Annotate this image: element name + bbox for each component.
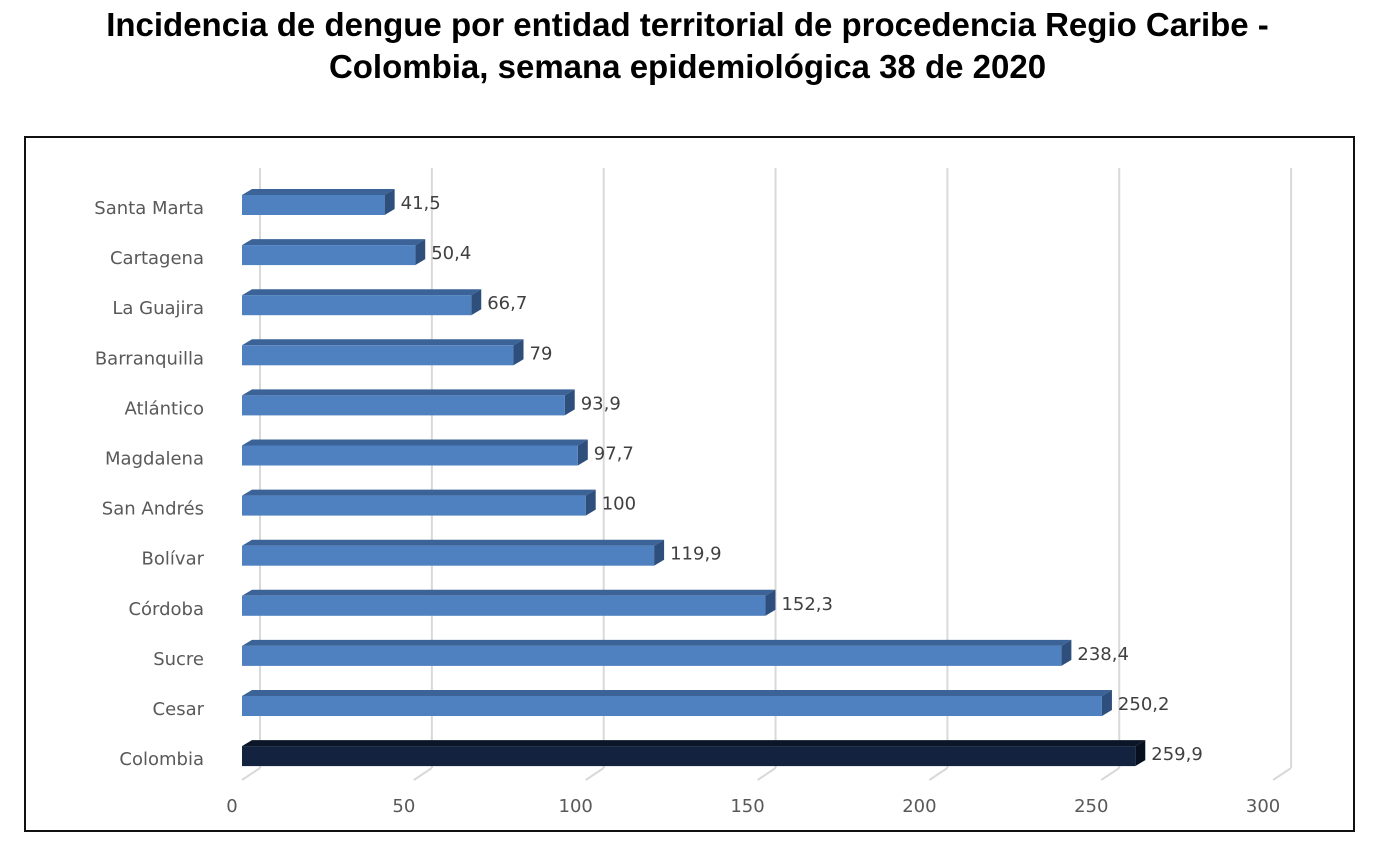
bar-front-face [242,295,472,316]
category-label: Atlántico [125,398,204,419]
bar [242,589,776,616]
category-label: Barranquilla [95,348,204,369]
category-label: Sucre [153,649,204,670]
axis-floor-tick [1100,767,1120,781]
axis-floor-tick [1272,767,1292,781]
category-label: San Andrés [102,499,204,520]
bar-front-face [242,245,416,266]
category-label: Córdoba [128,599,204,620]
bar-side-face [1135,740,1146,767]
chart-frame [24,136,1355,832]
bar-top-face [242,489,596,496]
bar-side-face [471,289,482,316]
value-label: 66,7 [487,293,527,314]
bar-front-face [242,195,385,215]
x-tick-label: 250 [1074,796,1108,817]
category-label: La Guajira [112,298,204,319]
axis-floor-tick [241,767,261,781]
bars [242,189,1146,767]
bar-front-face [242,395,565,416]
bar-top-face [242,740,1146,747]
bar [242,289,482,316]
bar [242,189,395,215]
bar-side-face [415,239,426,266]
chart-title: Incidencia de dengue por entidad territo… [0,4,1375,88]
chart-title-line-2: Colombia, semana epidemiológica 38 de 20… [328,48,1047,85]
bar-side-face [564,389,575,416]
bar-front-face [242,595,766,616]
value-label: 238,4 [1077,644,1129,665]
bar-front-face [242,645,1062,666]
value-label: 119,9 [670,544,722,565]
category-label: Cartagena [110,248,204,269]
bar-top-face [242,690,1112,696]
bar-side-face [654,539,665,566]
bar-top-face [242,539,665,546]
category-label: Bolívar [142,549,205,570]
bar-front-face [242,345,514,366]
value-label: 100 [602,494,636,515]
bar-front-face [242,746,1136,767]
value-label: 152,3 [781,594,833,615]
bar-side-face [765,589,776,616]
bar [242,690,1112,716]
x-tick-label: 0 [226,796,237,817]
category-label: Colombia [119,749,204,770]
chart-title-line-1: Incidencia de dengue por entidad territo… [106,6,1269,43]
category-label: Cesar [153,699,205,720]
value-label: 41,5 [401,193,441,214]
bar-top-face [242,189,395,195]
x-tick-label: 200 [902,796,936,817]
bar [242,539,665,566]
x-tick-label: 100 [559,796,593,817]
bar-top-face [242,339,524,346]
bar-front-face [242,445,578,466]
bar-top-face [242,239,426,246]
bar-top-face [242,289,482,296]
value-labels: 41,5 50,4 66,7 79 93,9 97,7 100 119,9 152,3 238,4… [401,193,1203,765]
category-labels: Santa Marta Cartagena La Guajira Barranquil… [94,198,204,770]
axis-floor-tick [413,767,433,781]
x-axis: 0 50 100 150 200 250 300 [226,767,1292,817]
bar [242,339,524,366]
x-tick-label: 50 [392,796,415,817]
bar-side-face [577,439,588,466]
value-label: 50,4 [431,243,471,264]
axis-floor-tick [928,767,948,781]
bar [242,740,1146,767]
axis-floor-tick [756,767,777,781]
bar [242,239,426,266]
bar-side-face [585,489,596,516]
bar-front-face [242,696,1102,716]
bar-top-face [242,389,575,396]
bar-front-face [242,545,655,566]
axis-floor-tick [585,767,605,781]
bar-front-face [242,495,586,516]
value-label: 97,7 [594,444,634,465]
bar-side-face [1061,639,1072,666]
bar [242,389,575,416]
bar-side-face [1101,690,1112,716]
value-label: 79 [530,343,553,364]
bar-top-face [242,639,1072,646]
bar-top-face [242,589,776,596]
bar [242,489,596,516]
value-label: 93,9 [581,393,621,414]
x-tick-label: 150 [730,796,764,817]
x-tick-label: 300 [1246,796,1280,817]
bar-top-face [242,439,588,446]
value-label: 259,9 [1151,744,1203,765]
value-label: 250,2 [1118,694,1170,715]
bar-side-face [384,189,395,215]
category-label: Magdalena [105,449,204,470]
bar [242,439,588,466]
category-label: Santa Marta [94,198,204,219]
bar-side-face [513,339,524,366]
bar [242,639,1072,666]
grid-lines [259,168,1293,768]
